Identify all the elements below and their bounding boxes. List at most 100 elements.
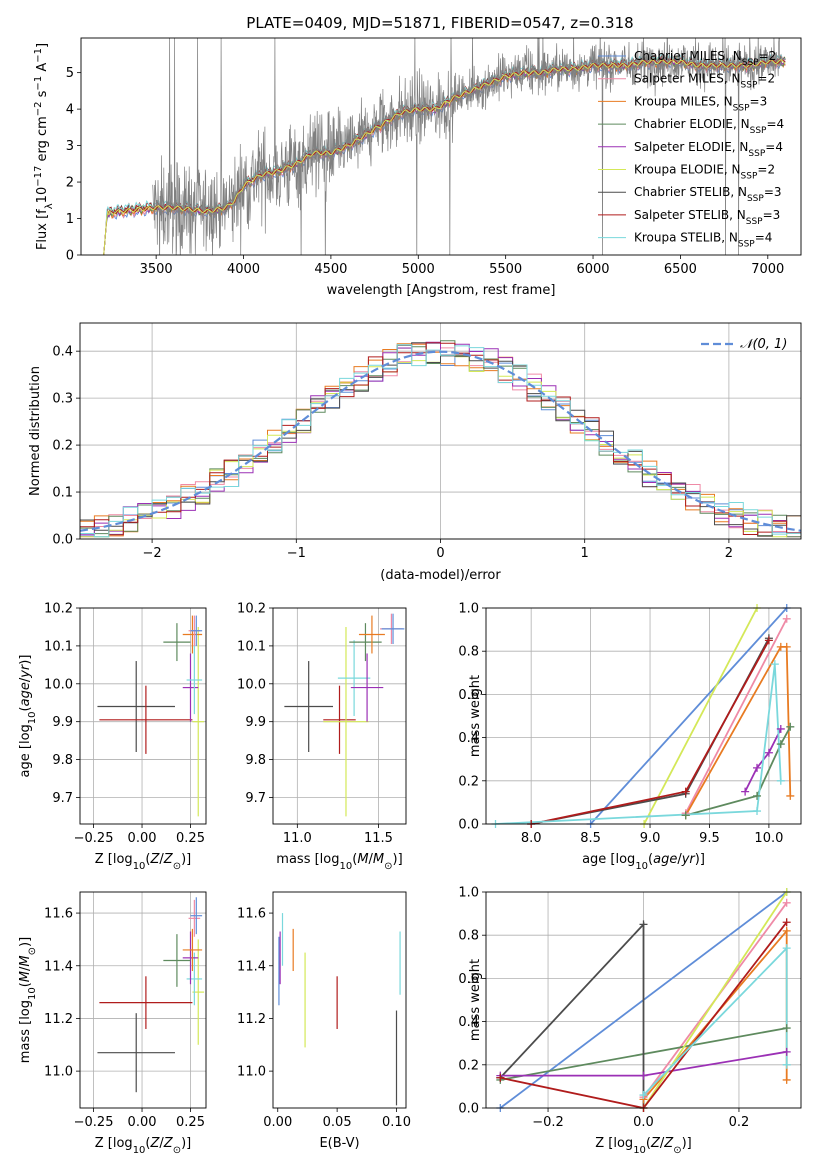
age_weights-xlabel-part: )] [695,852,705,867]
z_vs_age-ytick-label: 10.1 [44,639,73,654]
legend-text: Kroupa ELODIE, N [634,163,741,177]
ebv_vs_mass-xtick-label: 0.00 [263,1115,292,1130]
z_weights-xlabel: Z [log10(Z/Z⊙)] [595,1136,692,1156]
legend-text: Salpeter ELODIE, N [634,140,748,154]
spectrum-ytick-label: 5 [66,66,74,81]
legend-tail: =2 [757,163,775,177]
legend-sub: SSP [748,149,765,159]
mass_vs_age-xlabel-part: / [369,852,374,867]
z_vs_age-ytick-label: 10.2 [44,602,73,617]
legend-tail: =4 [755,231,773,245]
mass_vs_age-xlabel-part: M [373,852,384,867]
age_weights-marker-salpeter_elodie [764,748,773,757]
z_vs_age-frame [79,607,207,825]
ebv_vs_mass-plot-area [278,913,401,1106]
age_weights-ytick-label: 0.0 [458,818,479,833]
age_weights-marker-kroupa_stelib [770,660,779,669]
z_weights-marker-chabrier_stelib [639,920,648,929]
age_weights-xlabel-part: age [653,852,677,867]
z_vs_age-ytick-label: 9.7 [52,791,73,806]
z_vs_age-ytick-label: 9.9 [52,715,73,730]
age_weights-ytick-label: 0.6 [458,688,479,703]
legend-sub: SSP [746,217,763,227]
spectrum-legend-label-chabrier_elodie: Chabrier ELODIE, NSSP=4 [634,117,784,136]
z_weights-marker-salpeter_stelib [782,918,791,927]
z_vs_mass-xlabel: Z [log10(Z/Z⊙)] [95,1136,192,1156]
z_weights-series-salpeter_stelib [500,921,788,1108]
z_weights-marker-kroupa_stelib [782,944,791,953]
z_weights-panel: −0.2 0.0 0.20.00.20.40.60.81.0Z [log10(Z/Z… [458,886,802,1156]
spectrum-xtick-label: 4500 [314,262,347,277]
age_weights-xtick-label: 10.0 [754,831,783,846]
z_vs_age-xlabel: Z [log10(Z/Z⊙)] [95,852,192,872]
z_vs_age-xtick-label: 0.25 [176,831,205,846]
age_weights-marker-salpeter_stelib [764,636,773,645]
residuals-ytick-label: 0.0 [52,533,73,548]
z_vs_age-ylabel-part: yr [18,663,33,679]
z_vs_mass-ylabel-part: ⊙ [27,947,38,955]
z_vs_mass-ytick-label: 11.6 [44,907,73,922]
z_vs_mass-xtick-label: −0.25 [74,1115,114,1130]
legend-sub: SSP [741,172,758,182]
residuals-panel: −2 −1 0 1 2 0.0 0.1 0.2 0.3 0.4 (data-model)/error… [28,322,802,583]
z_vs_mass-xlabel-part: ⊙ [173,1145,181,1156]
z_weights-ytick-label: 0.8 [458,929,479,944]
age_weights-series-kroupa_stelib [495,664,782,824]
z_vs_mass-xtick-label: 0.00 [128,1115,157,1130]
age_weights-xtick-label: 8.5 [580,831,601,846]
z_weights-frame [485,891,802,1109]
residuals-xtick-label: −1 [287,546,306,561]
mass_vs_age-xlabel-part: M [357,852,368,867]
ebv_vs_mass-xlabel: E(B-V) [319,1136,359,1151]
z_weights-marker-kroupa_miles [782,1075,791,1084]
spectrum-ylabel-part: ] [35,43,50,48]
z_vs_mass-xtick-label: 0.25 [176,1115,205,1130]
z_weights-marker-kroupa_miles [782,926,791,935]
age_weights-marker-salpeter_elodie [753,763,762,772]
spectrum-ytick-label: 3 [66,139,74,154]
residuals-ytick-label: 0.2 [52,439,73,454]
mass_vs_age-plot-area [284,613,405,817]
z_vs_age-xtick-label: 0.00 [128,831,157,846]
legend-text: Kroupa STELIB, N [634,231,738,245]
age_weights-marker-chabrier_elodie [786,722,795,731]
z_weights-xlabel-part: Z [650,1136,661,1151]
ebv_vs_mass-ytick-label: 11.0 [237,1065,266,1080]
spectrum-ylabel-part: s [35,90,50,101]
ebv_vs_mass-xtick-label: 0.05 [323,1115,352,1130]
spectrum-model-top-kroupa_elodie [103,59,786,255]
spectrum-ylabel: Flux [fλ10−17 erg cm−2 s−1 A−1] [33,43,55,250]
mass_vs_age-ytick-label: 9.8 [245,753,266,768]
z_vs_mass-xlabel-part: / [159,1136,164,1151]
mass_vs_age-xtick-label: 11.5 [364,831,393,846]
z_weights-xlabel-part: / [660,1136,665,1151]
z_vs_mass-ylabel: mass [log10(M/M⊙)] [18,937,38,1063]
legend-tail: =2 [759,49,777,63]
age_weights-xlabel-part: / [677,852,682,867]
age_weights-frame [485,607,802,825]
residuals-hist-chabrier_stelib [80,342,801,537]
age_weights-series-chabrier_miles [589,608,788,824]
z_vs_mass-ylabel-part: M [18,971,33,982]
spectrum-legend-label-kroupa_stelib: Kroupa STELIB, NSSP=4 [634,231,772,250]
mass_vs_age-xlabel-part: ( [352,852,357,867]
z_weights-xlabel-part: )] [682,1136,692,1151]
age_weights-ytick-label: 0.2 [458,774,479,789]
z_weights-series-kroupa_elodie [642,892,788,1108]
age_weights-marker-salpeter_miles [782,614,791,623]
residuals-xtick-label: 0 [436,546,444,561]
ebv_vs_mass-ytick-label: 11.2 [237,1012,266,1027]
spectrum-xtick-label: 5500 [489,262,522,277]
spectrum-xtick-label: 3500 [140,262,173,277]
age_weights-xlabel-part: age [log [582,852,635,867]
z_vs_mass-ylabel-part: )] [18,937,33,947]
z_vs_age-ytick-label: 9.8 [52,753,73,768]
z_vs_mass-ylabel-part: M [18,955,33,966]
legend-text: Chabrier STELIB, N [634,185,747,199]
z_weights-xlabel-part: ( [646,1136,651,1151]
age_weights-series-kroupa_elodie [643,608,758,824]
mass_vs_age-xlabel: mass [log10(M/M⊙)] [276,852,402,872]
spectrum-legend-label-chabrier_miles: Chabrier MILES, NSSP=2 [634,49,776,68]
z_vs_age-ylabel-part: age [log [18,724,33,777]
